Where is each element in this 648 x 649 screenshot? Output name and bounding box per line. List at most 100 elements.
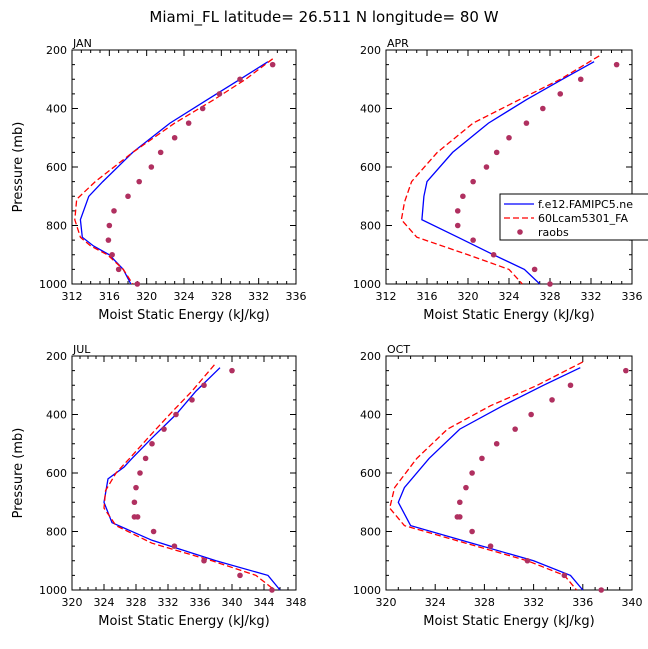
data-point: [125, 193, 131, 200]
series-1: [421, 61, 595, 285]
x-axis-label: Moist Static Energy (kJ/kg): [98, 308, 269, 323]
data-point: [483, 164, 490, 170]
series-2: [400, 55, 600, 285]
series-1: [79, 61, 269, 285]
x-tick-label: 332: [523, 596, 544, 609]
data-point: [577, 76, 584, 83]
data-point: [463, 484, 469, 491]
data-point: [512, 426, 518, 432]
x-tick-label: 316: [99, 290, 120, 303]
data-point: [623, 367, 629, 374]
x-tick-label: 336: [622, 290, 643, 303]
y-tick-label: 600: [360, 161, 381, 174]
legend-swatch: [517, 229, 523, 235]
panel-label: JAN: [72, 37, 92, 50]
y-tick-label: 600: [360, 467, 381, 480]
legend-box: [499, 193, 648, 241]
series-line: [74, 58, 274, 285]
x-tick-label: 320: [376, 596, 397, 609]
y-tick-label: 400: [46, 409, 67, 422]
data-point: [201, 557, 207, 564]
data-point: [133, 484, 139, 491]
plot-frame: [71, 355, 297, 591]
x-tick-label: 328: [126, 596, 147, 609]
data-point: [106, 222, 113, 229]
y-tick-label: 800: [360, 220, 381, 233]
x-axis-label: Moist Static Energy (kJ/kg): [423, 308, 594, 323]
y-tick-label: 1000: [353, 584, 381, 597]
plot-frame: [71, 49, 297, 285]
series-line: [397, 367, 584, 591]
y-tick-label: 400: [46, 103, 67, 116]
y-tick-label: 200: [46, 44, 67, 57]
data-point: [524, 557, 531, 564]
legend-entry: raobs: [538, 226, 569, 239]
y-tick-label: 200: [360, 44, 381, 57]
data-point: [470, 178, 476, 185]
series-line: [103, 364, 275, 591]
data-point: [547, 281, 553, 287]
data-point: [523, 120, 530, 126]
x-tick-label: 336: [286, 290, 307, 303]
x-tick-label: 324: [94, 596, 115, 609]
data-point: [470, 237, 476, 243]
data-point: [469, 470, 475, 476]
data-point: [216, 91, 223, 97]
series-3: [105, 61, 276, 287]
x-tick-label: 320: [62, 596, 83, 609]
y-tick-label: 800: [46, 220, 67, 233]
y-axis-label: Pressure (mb): [11, 122, 26, 213]
legend-entry: f.e12.FAMIPC5.ne: [538, 198, 633, 211]
y-tick-label: 200: [360, 350, 381, 363]
data-point: [454, 208, 461, 214]
x-axis-label: Moist Static Energy (kJ/kg): [423, 614, 594, 629]
x-tick-label: 320: [458, 290, 479, 303]
series-3: [454, 61, 620, 287]
x-tick-label: 348: [286, 596, 307, 609]
legend-entry: 60Lcam5301_FA: [538, 212, 628, 225]
data-point: [506, 134, 512, 141]
data-point: [460, 193, 466, 200]
series-1: [397, 367, 584, 591]
series-line: [400, 55, 600, 285]
x-tick-label: 312: [62, 290, 83, 303]
figure-title: Miami_FL latitude= 26.511 N longitude= 8…: [149, 8, 498, 27]
data-point: [199, 105, 206, 112]
series-3: [131, 367, 275, 593]
data-point: [161, 426, 167, 432]
series-3: [454, 367, 629, 593]
data-point: [189, 397, 195, 403]
panel-label: JUL: [72, 343, 91, 356]
x-axis-label: Moist Static Energy (kJ/kg): [98, 614, 269, 629]
data-point: [479, 455, 485, 462]
x-tick-label: 336: [572, 596, 593, 609]
data-point: [171, 134, 178, 141]
y-tick-label: 800: [46, 526, 67, 539]
data-point: [567, 382, 574, 389]
data-point: [237, 572, 243, 579]
data-point: [454, 222, 461, 229]
series-line: [79, 61, 269, 285]
data-point: [493, 440, 500, 447]
data-point: [148, 164, 155, 170]
data-point: [457, 499, 463, 506]
y-tick-label: 1000: [39, 278, 67, 291]
series-2: [388, 361, 584, 591]
data-point: [269, 61, 276, 68]
x-tick-label: 312: [376, 290, 397, 303]
x-tick-label: 324: [499, 290, 520, 303]
series-2: [74, 58, 274, 285]
x-tick-label: 316: [417, 290, 438, 303]
data-point: [549, 397, 555, 403]
y-tick-label: 200: [46, 350, 67, 363]
data-point: [173, 411, 179, 418]
y-tick-label: 400: [360, 103, 381, 116]
x-tick-label: 332: [158, 596, 179, 609]
data-point: [142, 455, 149, 462]
data-point: [201, 382, 207, 389]
data-point: [157, 149, 164, 156]
x-tick-label: 328: [211, 290, 232, 303]
